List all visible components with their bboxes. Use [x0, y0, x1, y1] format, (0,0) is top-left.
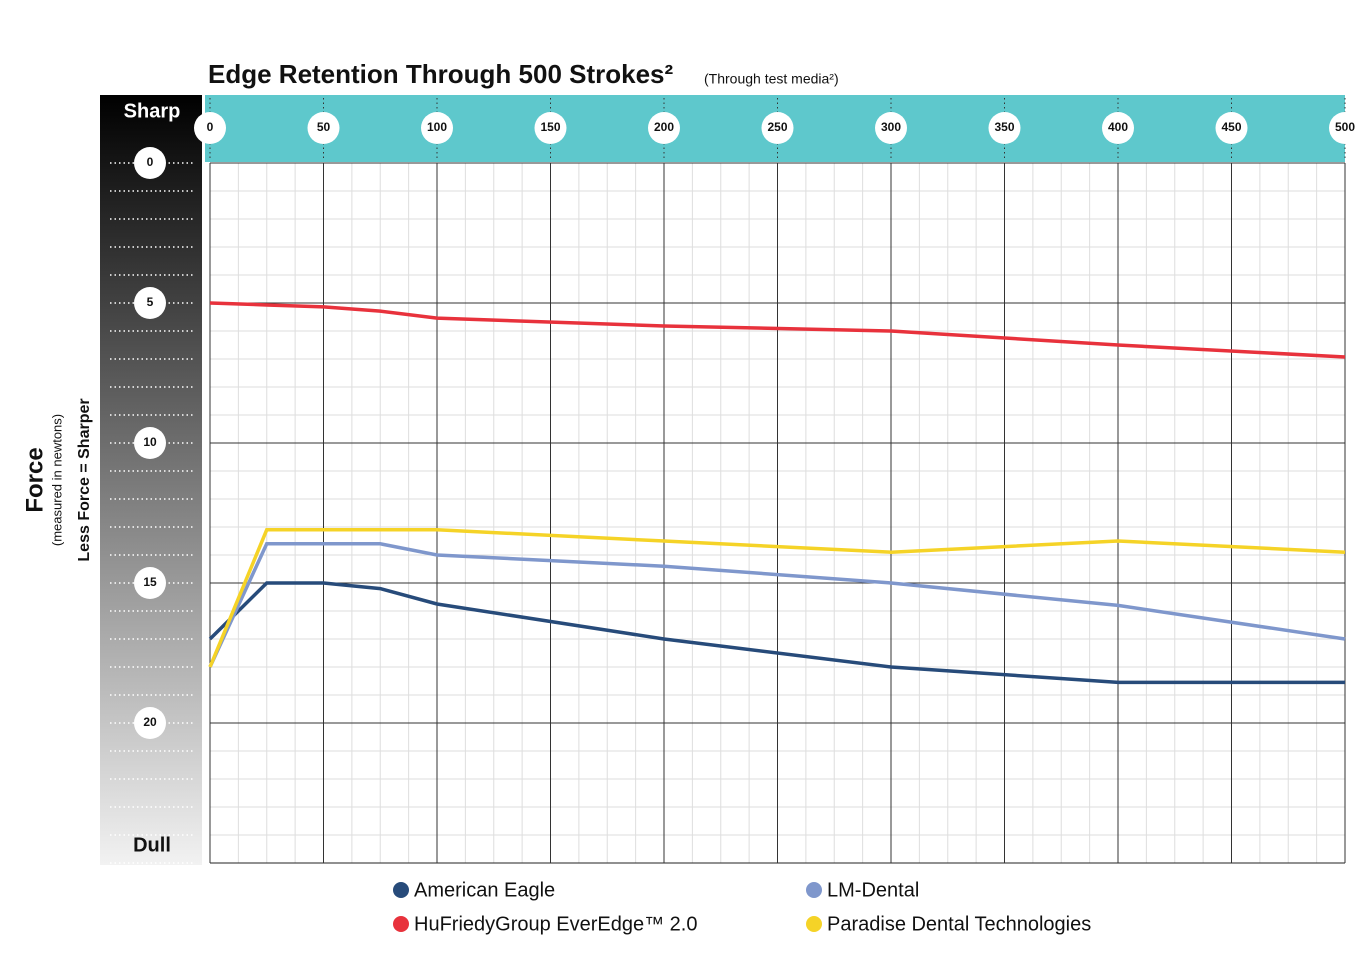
x-tick-badge — [194, 112, 226, 144]
x-tick-label: 450 — [1221, 120, 1241, 134]
legend-swatch — [806, 916, 822, 932]
x-tick-badge — [1215, 112, 1248, 144]
x-tick-badge — [1329, 112, 1361, 144]
x-tick-badge — [307, 112, 340, 144]
x-tick-badge — [1102, 112, 1134, 144]
legend-swatch — [393, 916, 409, 932]
legend-label: LM-Dental — [827, 879, 919, 901]
y-axis-sublabel: (measured in newtons) — [49, 414, 64, 546]
x-tick-label: 150 — [540, 120, 560, 134]
x-tick-badge — [648, 112, 680, 144]
x-tick-label: 250 — [767, 120, 787, 134]
series-line — [208, 528, 1346, 668]
legend-swatch — [806, 882, 822, 898]
y-tick-label: 0 — [147, 155, 154, 169]
x-tick-label: 500 — [1335, 120, 1355, 134]
x-tick-label: 0 — [207, 120, 214, 134]
legend-label: HuFriedyGroup EverEdge™ 2.0 — [414, 913, 697, 935]
y-tick-label: 5 — [147, 295, 154, 309]
x-tick-badge — [875, 112, 907, 144]
y-tick-badge — [134, 707, 166, 739]
chart-subtitle: (Through test media²) — [704, 71, 839, 87]
y-tick-badge — [134, 147, 166, 179]
series-line — [208, 542, 1346, 668]
x-tick-label: 350 — [994, 120, 1014, 134]
dull-label: Dull — [133, 834, 171, 856]
y-tick-label: 20 — [143, 715, 157, 729]
legend-label: American Eagle — [414, 879, 555, 901]
y-tick-label: 15 — [143, 575, 157, 589]
x-tick-label: 300 — [881, 120, 901, 134]
x-tick-badge — [421, 112, 453, 144]
chart-title: Edge Retention Through 500 Strokes² — [208, 59, 674, 89]
force-gradient — [100, 95, 202, 865]
x-tick-label: 200 — [654, 120, 674, 134]
x-tick-label: 50 — [317, 120, 331, 134]
y-tick-badge — [134, 567, 166, 599]
legend-label: Paradise Dental Technologies — [827, 913, 1091, 935]
x-tick-badge — [988, 112, 1021, 144]
y-tick-label: 10 — [143, 435, 157, 449]
series-line — [209, 301, 1346, 359]
y-axis-note: Less Force = Sharper — [76, 398, 93, 561]
x-tick-badge — [534, 112, 567, 144]
legend-swatch — [393, 882, 409, 898]
series-line — [208, 581, 1345, 685]
x-tick-label: 100 — [427, 120, 447, 134]
y-tick-badge — [134, 427, 166, 459]
y-tick-badge — [134, 287, 166, 319]
sharp-label: Sharp — [124, 100, 181, 122]
x-tick-badge — [761, 112, 794, 144]
x-tick-label: 400 — [1108, 120, 1128, 134]
y-axis-label: Force — [21, 447, 48, 512]
